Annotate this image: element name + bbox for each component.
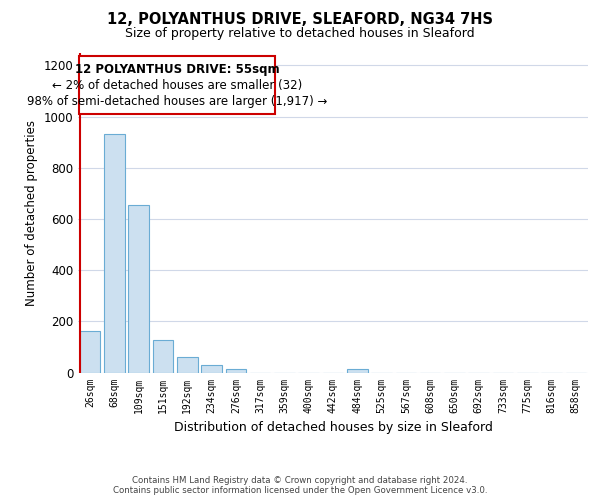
Bar	[80, 331, 100, 372]
Text: Contains HM Land Registry data © Crown copyright and database right 2024.
Contai: Contains HM Land Registry data © Crown c…	[113, 476, 487, 495]
Text: 12 POLYANTHUS DRIVE: 55sqm: 12 POLYANTHUS DRIVE: 55sqm	[74, 62, 279, 76]
X-axis label: Distribution of detached houses by size in Sleaford: Distribution of detached houses by size …	[173, 421, 493, 434]
Text: ← 2% of detached houses are smaller (32): ← 2% of detached houses are smaller (32)	[52, 78, 302, 92]
Bar	[152, 340, 173, 372]
Bar	[177, 356, 197, 372]
Bar	[226, 368, 246, 372]
Y-axis label: Number of detached properties: Number of detached properties	[25, 120, 38, 306]
Text: Size of property relative to detached houses in Sleaford: Size of property relative to detached ho…	[125, 28, 475, 40]
FancyBboxPatch shape	[79, 56, 275, 114]
Bar	[128, 205, 149, 372]
Bar	[347, 369, 368, 372]
Bar	[104, 134, 125, 372]
Bar	[201, 366, 222, 372]
Text: 98% of semi-detached houses are larger (1,917) →: 98% of semi-detached houses are larger (…	[27, 95, 327, 108]
Text: 12, POLYANTHUS DRIVE, SLEAFORD, NG34 7HS: 12, POLYANTHUS DRIVE, SLEAFORD, NG34 7HS	[107, 12, 493, 28]
